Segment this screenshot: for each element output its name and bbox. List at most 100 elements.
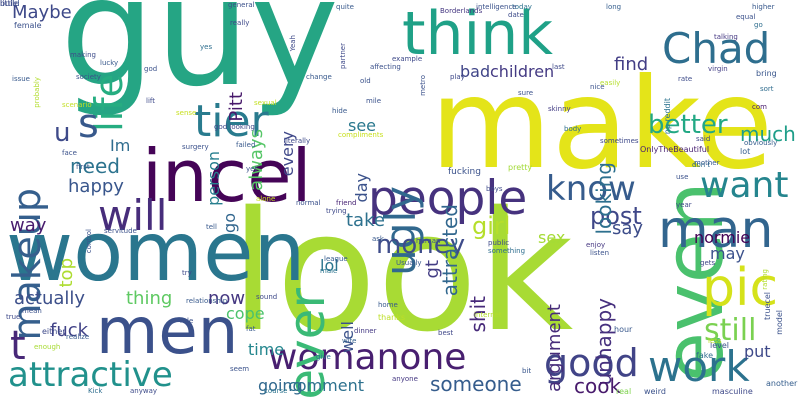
word-40: attracted bbox=[438, 204, 462, 297]
word-57: thing bbox=[126, 288, 173, 309]
word-110: normal bbox=[296, 199, 321, 207]
word-50: Im bbox=[110, 136, 131, 155]
word-98: fake bbox=[696, 351, 713, 360]
word-82: hour bbox=[614, 325, 633, 334]
word-186: true bbox=[6, 313, 21, 321]
word-66: cook bbox=[574, 374, 622, 398]
word-149: making bbox=[70, 51, 96, 59]
word-134: equal bbox=[736, 13, 756, 21]
word-11: know bbox=[546, 169, 636, 209]
word-166: hide bbox=[332, 107, 348, 115]
word-54: gt bbox=[422, 259, 443, 279]
word-172: god looking bbox=[214, 123, 255, 131]
word-167: mile bbox=[366, 97, 382, 105]
word-77: lot bbox=[740, 147, 751, 156]
word-95: internet bbox=[474, 311, 502, 319]
word-109: gets bbox=[700, 259, 716, 267]
word-25: s bbox=[78, 101, 99, 147]
word-41: argument bbox=[544, 303, 565, 392]
word-174: yet bbox=[246, 165, 258, 173]
word-99: less bbox=[708, 337, 722, 345]
word-115: use bbox=[676, 173, 689, 181]
word-157: face bbox=[62, 149, 77, 157]
word-71: may bbox=[710, 244, 745, 263]
word-70: way bbox=[10, 215, 47, 236]
word-92: dinner bbox=[354, 327, 377, 335]
word-137: long bbox=[606, 3, 622, 11]
word-159: example bbox=[392, 55, 423, 63]
word-182: role bbox=[180, 317, 194, 325]
word-183: sound bbox=[256, 293, 278, 301]
word-144: general bbox=[228, 1, 255, 9]
word-188: mean bbox=[22, 307, 42, 315]
word-53: lol bbox=[320, 256, 339, 275]
word-103: league bbox=[324, 255, 348, 263]
word-191: build bbox=[0, 0, 20, 8]
word-168: sexual bbox=[254, 99, 277, 107]
word-38: much bbox=[740, 122, 796, 146]
word-118: don t bbox=[692, 161, 711, 169]
word-15: attractive bbox=[8, 355, 173, 395]
word-60: fuck bbox=[50, 320, 89, 341]
word-101: wife bbox=[342, 337, 357, 345]
word-132: virgin bbox=[708, 65, 728, 73]
word-96: best bbox=[438, 329, 454, 337]
word-189: either bbox=[42, 327, 66, 336]
word-86: anyway bbox=[130, 387, 158, 395]
word-117: mother bbox=[694, 159, 720, 167]
word-179: tell bbox=[206, 223, 217, 231]
word-81: level bbox=[710, 341, 730, 350]
word-1: guy bbox=[60, 0, 340, 120]
word-104: Usually bbox=[396, 259, 422, 267]
word-80: rating bbox=[761, 269, 769, 291]
word-69: top bbox=[56, 257, 77, 288]
word-58: now bbox=[208, 288, 246, 309]
word-141: Borderlands bbox=[440, 7, 483, 15]
word-142: Yeah bbox=[289, 35, 297, 52]
word-173: surgery bbox=[182, 143, 209, 151]
word-158: first bbox=[76, 163, 90, 171]
word-106: public bbox=[488, 239, 510, 247]
word-30: better bbox=[648, 110, 728, 140]
word-175: alone bbox=[256, 195, 276, 203]
word-102: male bbox=[320, 267, 338, 275]
word-93: home bbox=[378, 301, 398, 309]
word-79: truecel bbox=[763, 291, 772, 320]
word-154: lift bbox=[146, 97, 155, 105]
word-124: rate bbox=[678, 75, 693, 83]
word-147: god bbox=[144, 65, 158, 73]
word-83: masculine bbox=[712, 387, 753, 396]
word-100: give bbox=[316, 353, 331, 361]
word-113: something bbox=[488, 247, 526, 255]
word-88: real bbox=[616, 387, 632, 396]
word-121: com bbox=[752, 103, 767, 111]
word-148: lucky bbox=[100, 59, 119, 67]
word-184: fat bbox=[246, 325, 256, 333]
word-10: man bbox=[658, 200, 774, 260]
word-94: thanks bbox=[378, 313, 405, 322]
word-181: relationship bbox=[186, 297, 228, 305]
word-151: issue bbox=[12, 75, 30, 83]
word-27: t bbox=[10, 323, 26, 369]
word-116: year bbox=[676, 201, 692, 209]
word-3: make bbox=[430, 52, 774, 197]
word-128: easily bbox=[600, 79, 621, 87]
word-120: said bbox=[696, 135, 711, 143]
word-46: Pitt bbox=[226, 91, 247, 122]
word-130: nice bbox=[590, 83, 605, 91]
word-180: try bbox=[182, 269, 192, 277]
word-51: see bbox=[348, 116, 377, 135]
word-33: need bbox=[70, 154, 120, 178]
word-68: Maybe bbox=[12, 2, 72, 23]
word-126: sometimes bbox=[600, 137, 639, 145]
word-129: sure bbox=[518, 89, 534, 97]
word-55: sex bbox=[538, 228, 566, 247]
word-12: pic bbox=[702, 258, 779, 318]
word-171: compliments bbox=[338, 131, 384, 139]
word-161: old bbox=[360, 77, 371, 85]
word-76: pretty bbox=[508, 163, 533, 172]
word-22: will bbox=[98, 191, 168, 240]
word-146: yes bbox=[200, 43, 213, 51]
word-87: course bbox=[264, 387, 288, 395]
